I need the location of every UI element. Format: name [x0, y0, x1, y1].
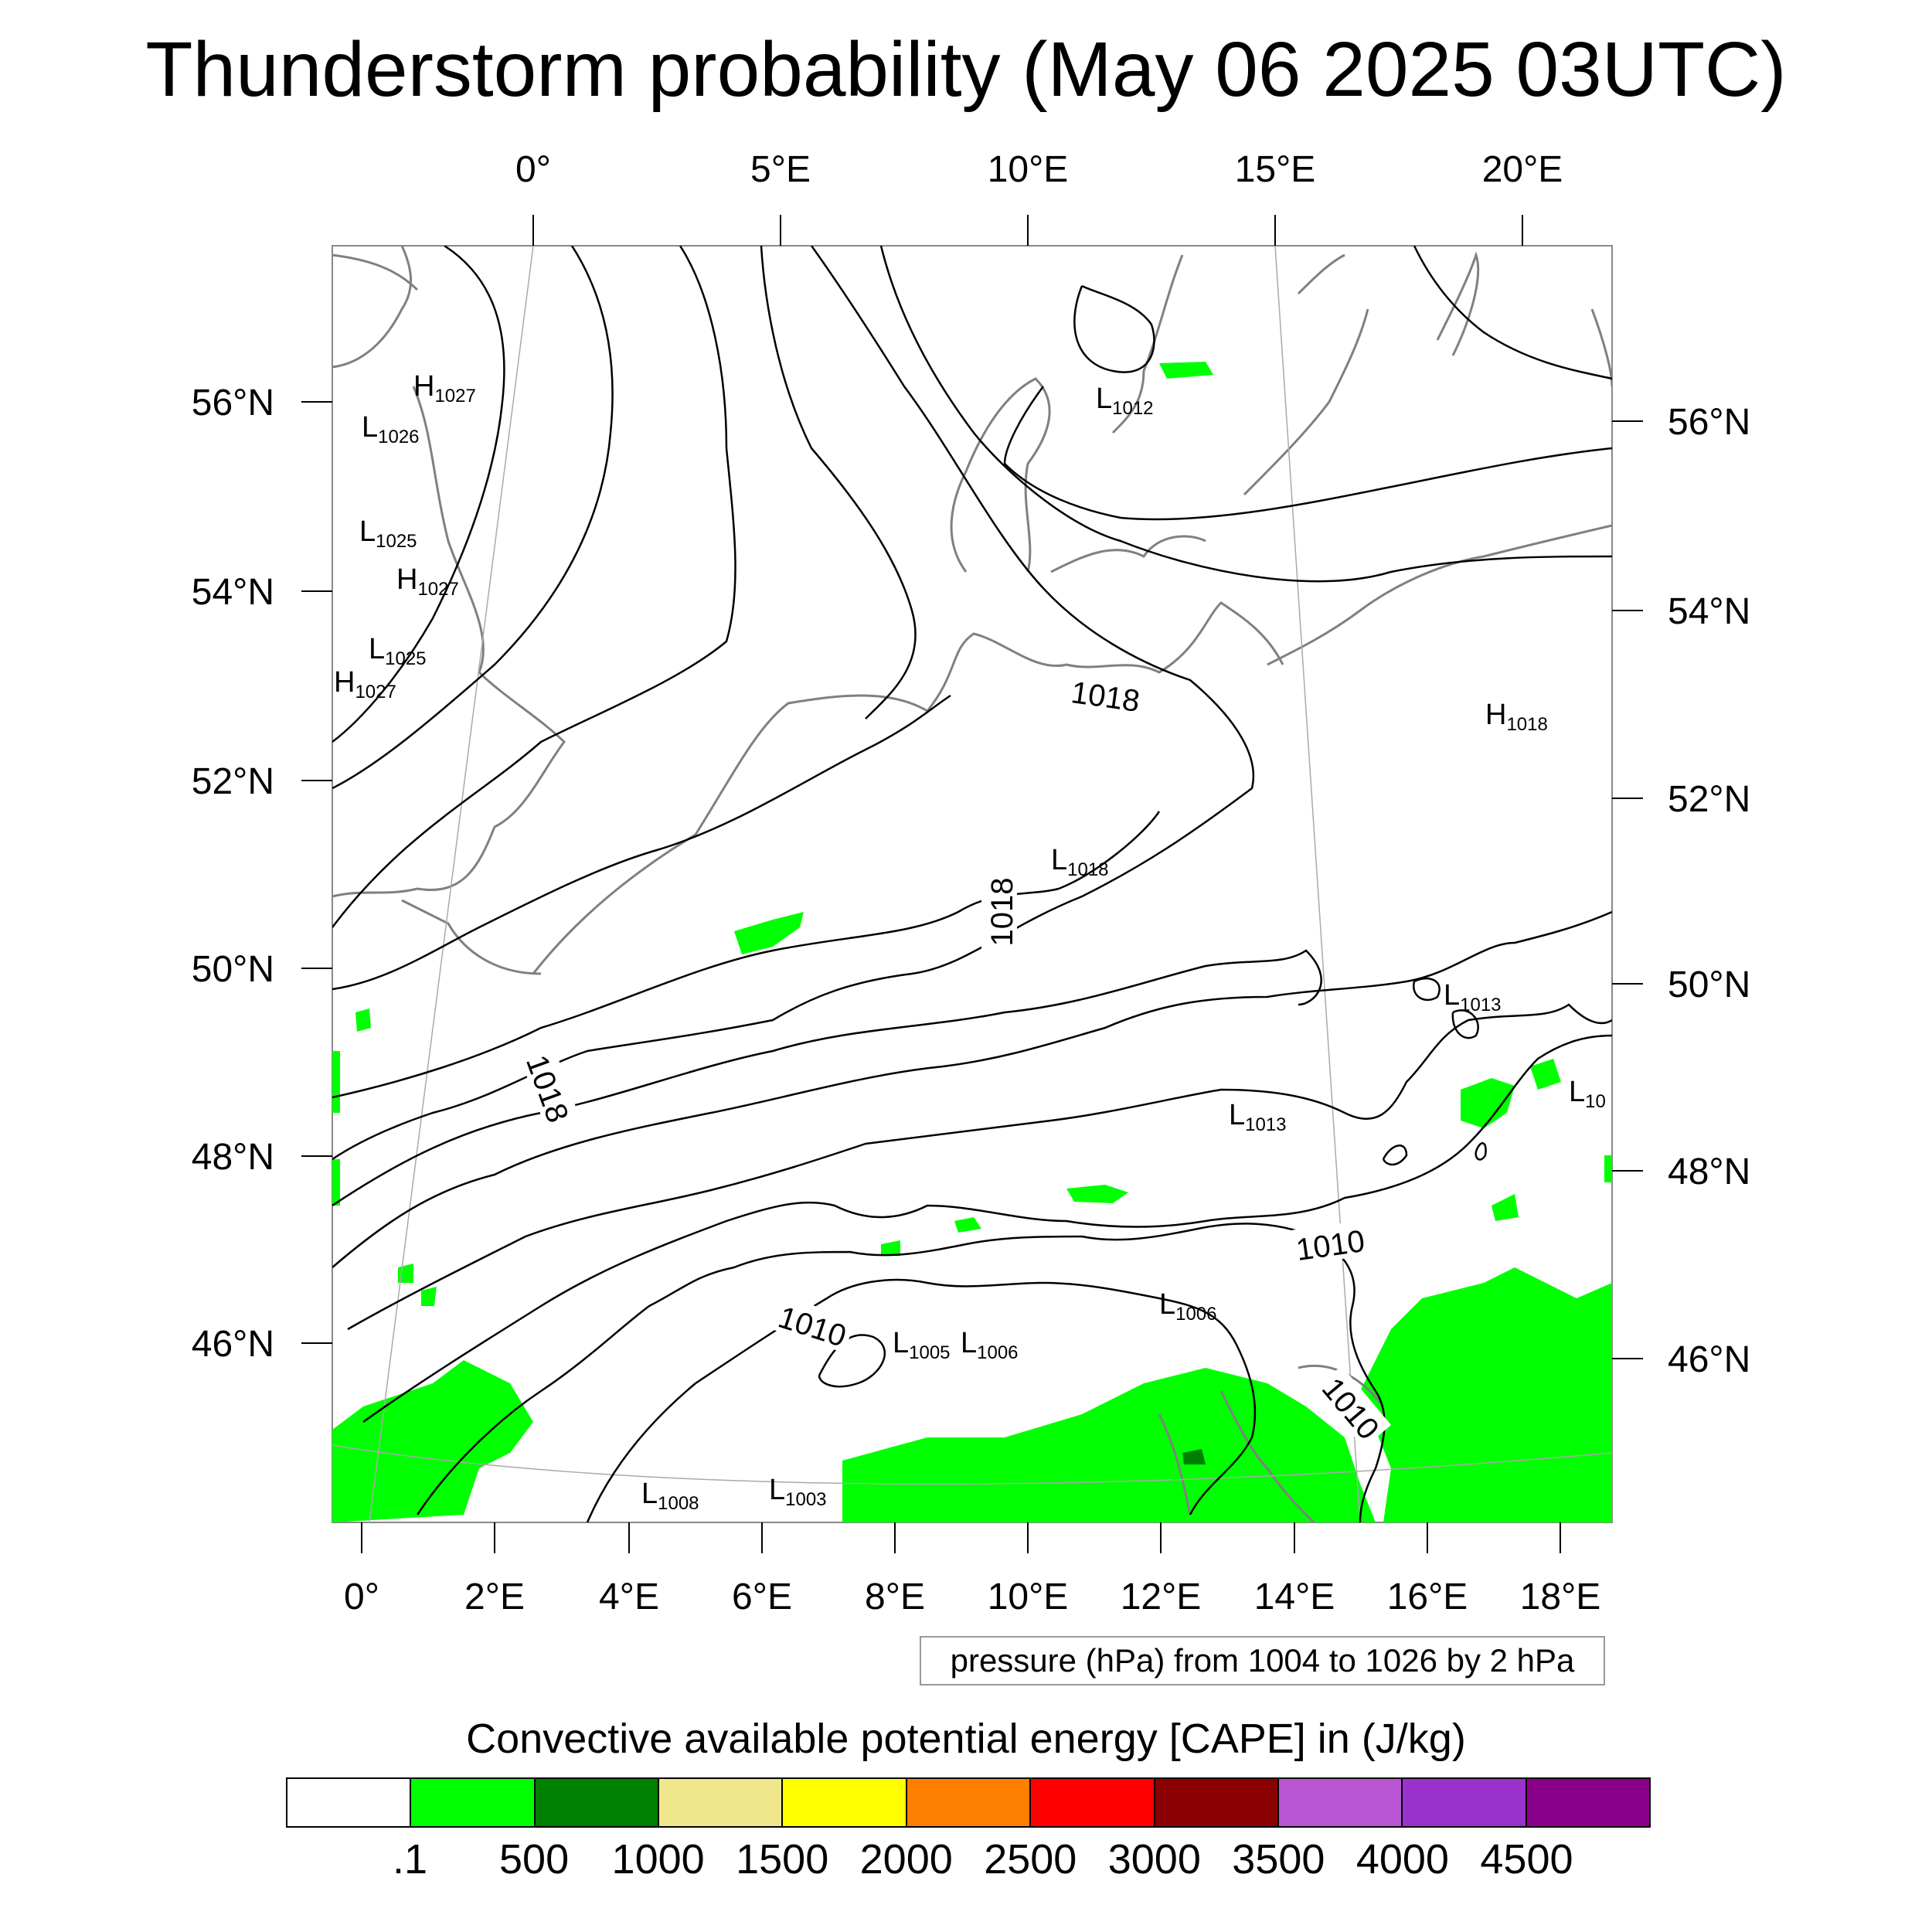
pressure-center: H1027	[334, 666, 396, 702]
cape-legend-labels: .1 500 1000 1500 2000 2500 3000 3500 4000 4500	[0, 1835, 1932, 1889]
pressure-center: L1006	[1159, 1288, 1217, 1325]
lon-label: 5°E	[750, 149, 811, 190]
lon-label: 16°E	[1387, 1577, 1468, 1617]
lat-label: 52°N	[1668, 779, 1750, 820]
lon-label: 6°E	[732, 1577, 792, 1617]
legend-color-box	[905, 1779, 1030, 1826]
cape-color-legend	[286, 1777, 1651, 1828]
right-lat-labels: 56°N 54°N 52°N 50°N 48°N 46°N	[1668, 402, 1750, 1380]
lon-label: 4°E	[599, 1577, 659, 1617]
lat-label: 46°N	[1668, 1339, 1750, 1380]
lat-label: 50°N	[192, 949, 274, 990]
pressure-center: L1005	[893, 1327, 951, 1363]
pressure-center: L1012	[1096, 383, 1154, 419]
lon-label: 12°E	[1121, 1577, 1202, 1617]
lat-label: 56°N	[1668, 402, 1750, 443]
legend-color-box	[658, 1779, 782, 1826]
cape-fill	[332, 362, 1612, 1522]
isobar-label: 1018	[985, 878, 1019, 947]
lat-label: 54°N	[192, 572, 274, 613]
cape-high-patch	[1182, 1449, 1206, 1464]
pressure-center: L1025	[359, 515, 417, 552]
lon-label: 15°E	[1235, 149, 1316, 190]
legend-label: 4500	[1480, 1836, 1573, 1883]
pressure-contour-note: pressure (hPa) from 1004 to 1026 by 2 hP…	[920, 1636, 1605, 1685]
lat-label: 52°N	[192, 761, 274, 802]
legend-label: .1	[393, 1836, 428, 1883]
lat-label: 46°N	[192, 1324, 274, 1365]
pressure-center: L1013	[1229, 1099, 1287, 1135]
legend-label: 1500	[736, 1836, 829, 1883]
lon-label: 10°E	[988, 149, 1069, 190]
legend-color-box	[1277, 1779, 1402, 1826]
pressure-center: L1003	[769, 1474, 827, 1510]
pressure-center: H1027	[396, 563, 459, 600]
legend-label: 3000	[1107, 1836, 1201, 1883]
lat-label: 48°N	[1668, 1151, 1750, 1192]
graticule	[332, 246, 1612, 1522]
legend-label: 4000	[1355, 1836, 1449, 1883]
lon-label: 0°	[344, 1577, 379, 1617]
legend-label: 2500	[984, 1836, 1077, 1883]
pressure-center: L1018	[1051, 844, 1109, 880]
pressure-center: L1006	[961, 1327, 1019, 1363]
legend-color-box	[533, 1779, 658, 1826]
lat-label: 56°N	[192, 383, 274, 423]
lon-label: 20°E	[1482, 149, 1563, 190]
legend-label: 500	[499, 1836, 570, 1883]
legend-color-box	[1525, 1779, 1649, 1826]
legend-color-box	[287, 1779, 410, 1826]
lon-label: 10°E	[988, 1577, 1069, 1617]
legend-label: 2000	[859, 1836, 953, 1883]
pressure-centers: H1027 L1026 L1025 H1027 L1025 H1027 L101…	[334, 370, 1606, 1514]
legend-color-box	[781, 1779, 906, 1826]
map-content: 1018 1018 1018 1010 1010 1010	[332, 246, 1612, 1522]
left-lat-labels: 56°N 54°N 52°N 50°N 48°N 46°N	[192, 383, 274, 1365]
pressure-center: H1027	[413, 370, 476, 406]
top-lon-labels: 0° 5°E 10°E 15°E 20°E	[515, 149, 1563, 190]
legend-color-box	[1153, 1779, 1277, 1826]
lat-label: 54°N	[1668, 591, 1750, 632]
coastlines	[332, 246, 1612, 1522]
bottom-lon-labels: 0° 2°E 4°E 6°E 8°E 10°E 12°E 14°E 16°E 1…	[344, 1577, 1600, 1617]
legend-color-box	[1029, 1779, 1154, 1826]
cape-legend-title: Convective available potential energy [C…	[466, 1716, 1466, 1762]
axis-ticks	[301, 215, 1643, 1553]
legend-label: 3500	[1232, 1836, 1325, 1883]
legend-color-box	[1401, 1779, 1526, 1826]
lat-label: 50°N	[1668, 964, 1750, 1005]
map-title: Thunderstorm probability (May 06 2025 03…	[145, 26, 1787, 113]
lon-label: 2°E	[464, 1577, 525, 1617]
lon-label: 14°E	[1254, 1577, 1335, 1617]
pressure-center: L1026	[362, 411, 420, 447]
pressure-center: L1013	[1444, 979, 1502, 1015]
lat-label: 48°N	[192, 1137, 274, 1178]
pressure-center: L10	[1569, 1076, 1606, 1112]
pressure-center: L1008	[641, 1478, 699, 1514]
legend-label: 1000	[611, 1836, 705, 1883]
lon-label: 0°	[515, 149, 551, 190]
pressure-center: L1025	[369, 633, 427, 669]
pressure-center: H1018	[1485, 699, 1548, 735]
isobars	[332, 246, 1612, 1522]
legend-color-box	[410, 1779, 534, 1826]
lon-label: 18°E	[1520, 1577, 1601, 1617]
lon-label: 8°E	[865, 1577, 925, 1617]
